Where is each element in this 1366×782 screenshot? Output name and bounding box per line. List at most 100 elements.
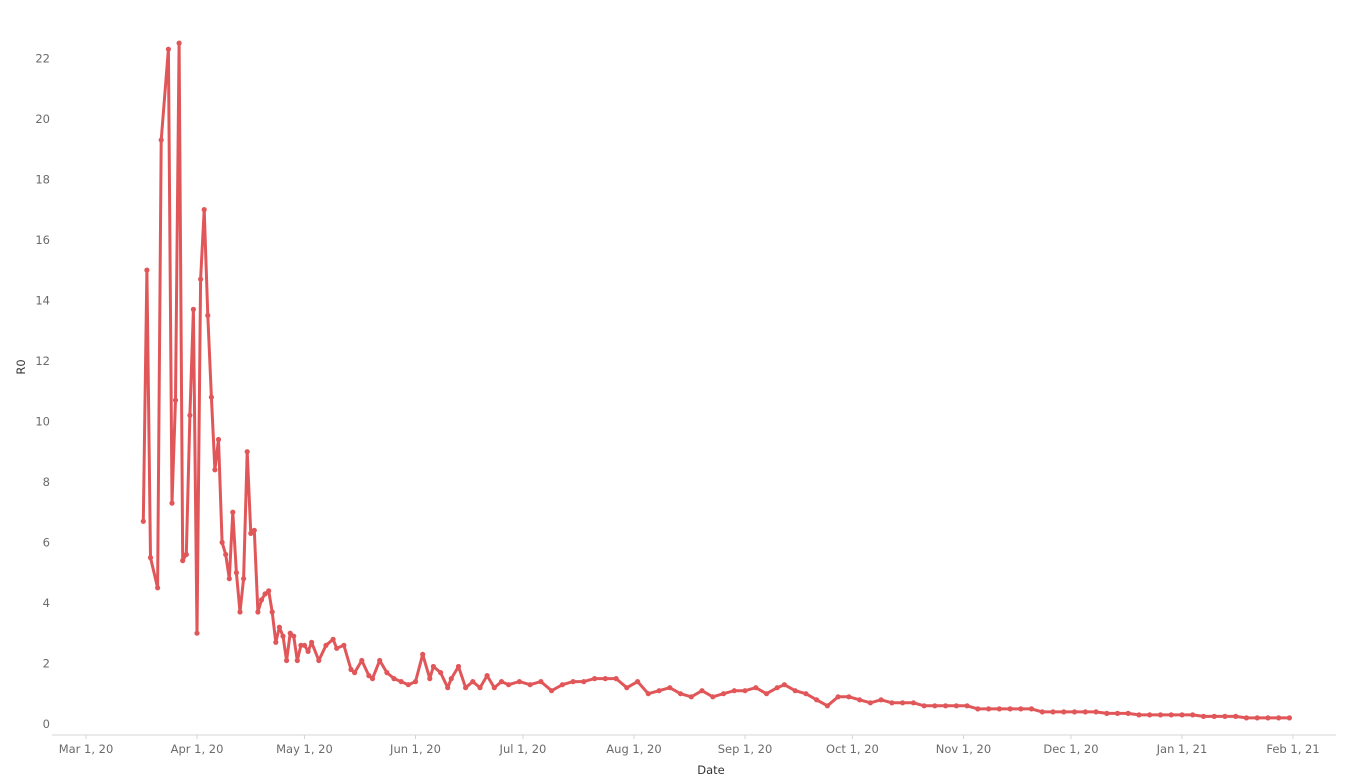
data-point	[316, 657, 322, 664]
y-tick-label: 20	[35, 112, 50, 126]
data-point	[484, 673, 490, 679]
x-tick-label: Oct 1, 20	[826, 742, 879, 756]
data-point	[667, 685, 673, 691]
data-point	[986, 706, 992, 712]
data-point	[527, 682, 533, 688]
data-point	[910, 700, 917, 706]
data-point	[516, 679, 523, 685]
data-point	[398, 679, 404, 685]
data-point	[201, 207, 207, 213]
data-point	[341, 642, 347, 648]
data-point	[720, 691, 727, 697]
data-point	[172, 397, 179, 403]
data-point	[814, 697, 820, 703]
data-point	[405, 682, 411, 688]
x-tick-label: Nov 1, 20	[936, 742, 991, 756]
data-point	[1007, 706, 1013, 712]
data-point	[570, 679, 576, 685]
data-point	[237, 609, 243, 615]
data-point	[953, 703, 959, 709]
data-point	[1082, 709, 1088, 715]
y-tick-label: 18	[35, 172, 50, 186]
data-point	[226, 576, 232, 582]
data-point	[900, 700, 906, 706]
data-point	[190, 306, 196, 312]
data-point	[438, 670, 444, 676]
data-point	[165, 46, 171, 52]
data-point	[369, 676, 376, 682]
data-point	[294, 657, 300, 664]
data-point	[176, 40, 182, 46]
data-point	[1136, 712, 1142, 718]
data-point	[255, 609, 261, 615]
data-point	[1061, 709, 1067, 715]
data-point	[266, 588, 272, 594]
y-tick-label: 16	[35, 233, 50, 247]
data-point	[506, 682, 512, 688]
series-line	[141, 41, 1291, 720]
data-point	[857, 697, 863, 703]
data-point	[187, 412, 193, 418]
data-point	[803, 691, 809, 697]
data-point	[1104, 710, 1110, 717]
data-point	[219, 539, 225, 546]
x-tick-label: Mar 1, 20	[59, 742, 114, 756]
data-point	[298, 642, 304, 648]
data-point	[731, 688, 737, 694]
data-point	[645, 691, 651, 697]
y-tick-label: 4	[43, 596, 50, 610]
data-point	[943, 703, 949, 709]
data-point	[932, 703, 938, 709]
data-point	[975, 706, 981, 712]
data-point	[1265, 715, 1271, 721]
data-point	[348, 666, 354, 673]
data-point	[867, 700, 874, 706]
x-tick-label: May 1, 20	[276, 742, 333, 756]
data-point	[427, 676, 433, 682]
y-tick-label: 14	[35, 293, 50, 307]
y-tick-label: 12	[35, 354, 50, 368]
data-point	[391, 676, 397, 682]
data-point	[455, 663, 462, 670]
x-tick-label: Feb 1, 21	[1266, 742, 1319, 756]
data-point	[230, 509, 236, 515]
data-point	[291, 633, 297, 639]
x-tick-label: Jan 1, 21	[1156, 742, 1208, 756]
x-tick-label: Aug 1, 20	[606, 742, 661, 756]
data-point	[412, 679, 419, 685]
data-point	[624, 685, 630, 691]
data-point	[878, 697, 884, 703]
data-point	[1190, 712, 1196, 718]
data-point	[233, 570, 239, 576]
data-point	[1071, 709, 1078, 715]
data-point	[824, 703, 831, 709]
data-point	[699, 688, 705, 694]
y-axis-ticks: 0 2 4 6 8 10 12 14 16 18 20 22	[35, 51, 50, 731]
data-point	[384, 670, 390, 676]
data-point	[996, 706, 1002, 712]
data-point	[470, 679, 476, 685]
data-point	[1028, 706, 1035, 712]
data-point	[753, 685, 759, 691]
data-point	[309, 639, 315, 645]
data-point	[688, 694, 694, 700]
data-point	[463, 685, 469, 691]
data-point	[215, 436, 222, 443]
x-tick-label: Jul 1, 20	[499, 742, 547, 756]
data-point	[212, 467, 218, 473]
data-point	[305, 648, 311, 655]
data-point	[677, 691, 684, 697]
data-point	[1018, 706, 1024, 712]
data-point	[273, 639, 279, 645]
data-point	[592, 676, 598, 682]
data-point	[334, 645, 340, 651]
data-point	[559, 682, 566, 688]
data-point	[477, 685, 483, 691]
data-point	[774, 685, 780, 691]
data-point	[1254, 715, 1260, 721]
x-tick-label: Dec 1, 20	[1043, 742, 1098, 756]
data-point	[889, 700, 895, 706]
y-tick-label: 0	[43, 717, 50, 731]
data-point	[180, 558, 186, 564]
